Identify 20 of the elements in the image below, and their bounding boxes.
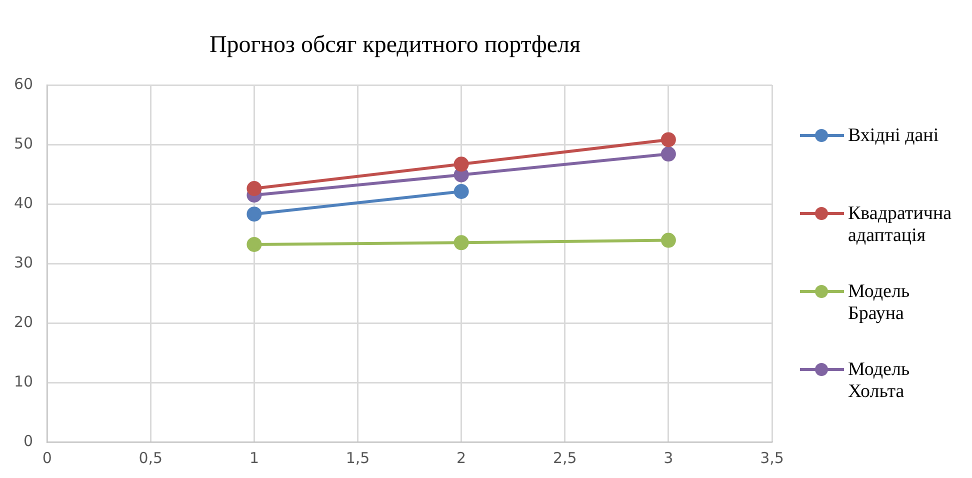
x-tick-label: 1,5 [346, 448, 370, 467]
y-tick-label: 30 [14, 253, 34, 272]
legend-label: Вхідні дані [848, 125, 939, 147]
x-tick-label: 3 [664, 448, 674, 467]
x-tick-label: 2,5 [552, 448, 577, 467]
y-tick-label: 10 [14, 372, 34, 390]
legend-label: Модель Брауна [848, 281, 911, 325]
x-tick-label: 0,5 [138, 448, 163, 467]
y-tick-label: 20 [14, 312, 34, 331]
legend-label: Квадратична адаптація [848, 203, 953, 247]
y-tick-label: 50 [14, 134, 34, 152]
legend-label: Модель Хольта [848, 359, 911, 403]
y-tick-label: 60 [14, 74, 34, 93]
x-tick-label: 2 [456, 448, 466, 467]
chart-title: Прогноз обсяг кредитного портфеля [208, 32, 582, 59]
y-tick-label: 0 [24, 432, 34, 450]
x-tick-label: 1 [249, 448, 259, 467]
y-tick-label: 40 [14, 194, 34, 212]
x-tick-label: 0 [42, 448, 52, 467]
x-tick-label: 3,5 [760, 448, 784, 467]
